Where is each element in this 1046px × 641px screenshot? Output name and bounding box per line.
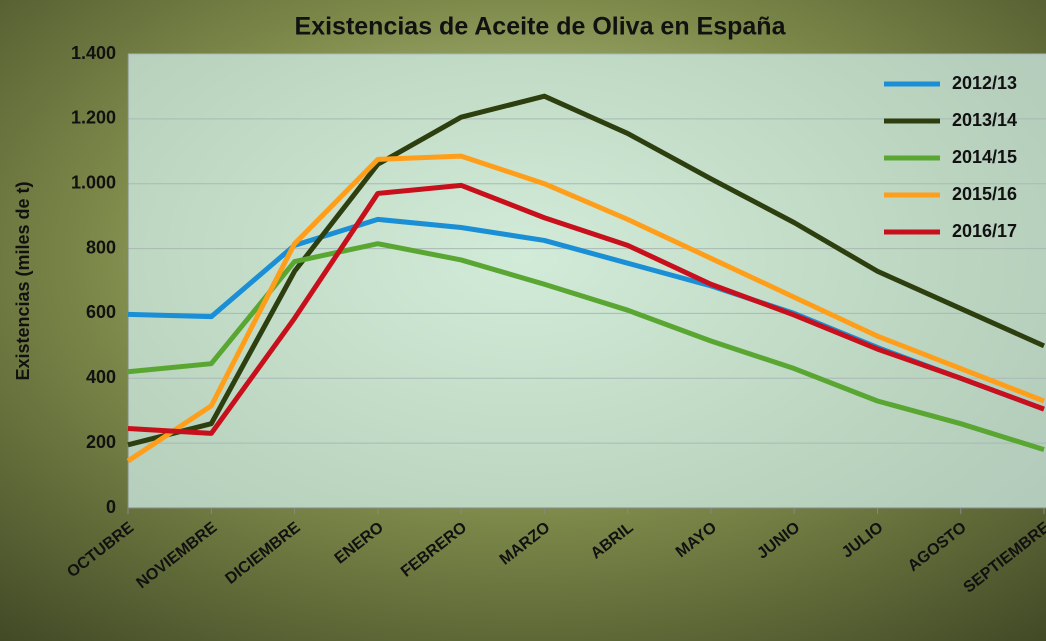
y-tick-label: 800 <box>86 237 116 257</box>
legend-label: 2013/14 <box>952 110 1017 130</box>
y-tick-label: 200 <box>86 432 116 452</box>
legend-label: 2015/16 <box>952 184 1017 204</box>
y-tick-label: 400 <box>86 367 116 387</box>
series-line <box>127 241 1045 453</box>
legend-label: 2014/15 <box>952 147 1017 167</box>
series-line <box>127 182 1045 436</box>
y-tick-label: 1.400 <box>71 43 116 63</box>
series-line <box>126 153 1045 464</box>
legend-label: 2016/17 <box>952 221 1017 241</box>
y-tick-label: 1.200 <box>71 108 116 128</box>
y-tick-label: 1.000 <box>71 172 116 192</box>
series-line <box>127 93 1046 448</box>
y-tick-label: 0 <box>106 497 116 517</box>
y-axis-label: Existencias (miles de t) <box>13 181 33 380</box>
y-tick-label: 600 <box>86 302 116 322</box>
chart-title: Existencias de Aceite de Oliva en España <box>295 13 787 41</box>
legend-label: 2012/13 <box>952 73 1017 93</box>
